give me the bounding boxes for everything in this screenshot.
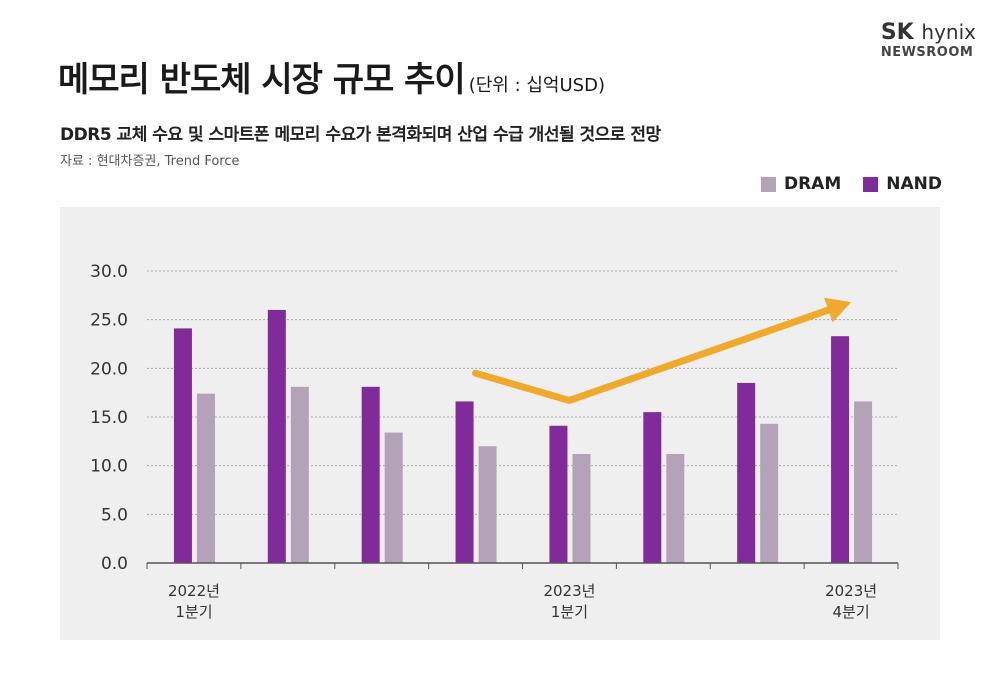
- bar-nand: [737, 382, 756, 563]
- y-tick-label: 15.0: [90, 408, 128, 428]
- legend-item-dram: DRAM: [760, 174, 842, 194]
- bar-dram: [854, 401, 873, 563]
- x-tick-label: 2022년: [168, 582, 220, 600]
- bar-nand: [173, 328, 192, 563]
- bar-dram: [196, 393, 215, 563]
- legend-item-nand: NAND: [863, 174, 942, 194]
- source-note: 자료 : 현대차증권, Trend Force: [60, 154, 240, 169]
- x-tick-label: 4분기: [832, 603, 869, 621]
- chart-legend: DRAM NAND: [760, 174, 942, 194]
- bar-dram: [384, 432, 403, 563]
- y-tick-label: 10.0: [90, 457, 128, 477]
- bar-nand: [831, 336, 850, 563]
- legend-label-nand: NAND: [886, 174, 942, 194]
- bar-dram: [760, 423, 779, 563]
- bar-dram: [666, 453, 685, 563]
- y-tick-label: 20.0: [90, 359, 128, 379]
- x-tick-label: 2023년: [825, 582, 877, 600]
- trend-arrow-line: [472, 304, 838, 404]
- x-tick-label: 1분기: [551, 603, 588, 621]
- logo-hynix: hynix: [921, 20, 976, 44]
- trend-arrow-head: [824, 297, 852, 323]
- y-tick-label: 0.0: [101, 554, 128, 574]
- logo-newsroom: NEWSROOM: [880, 45, 974, 60]
- unit-label: (단위 : 십억USD): [468, 75, 605, 96]
- y-tick-label: 5.0: [101, 505, 128, 525]
- bar-dram: [290, 386, 309, 563]
- y-tick-label: 30.0: [90, 262, 128, 282]
- legend-swatch-dram: [760, 176, 776, 192]
- x-tick-label: 2023년: [543, 582, 595, 600]
- page-title: 메모리 반도체 시장 규모 추이 (단위 : 십억USD): [58, 60, 605, 100]
- bar-nand: [549, 425, 568, 563]
- legend-label-dram: DRAM: [783, 174, 842, 194]
- bar-nand: [267, 309, 286, 563]
- bar-nand: [361, 386, 380, 563]
- bar-dram: [572, 453, 591, 563]
- chart-subtitle: DDR5 교체 수요 및 스마트폰 메모리 수요가 본격화되며 산업 수급 개선…: [60, 125, 661, 145]
- y-tick-label: 25.0: [90, 311, 128, 331]
- logo-sk: SK: [880, 20, 914, 45]
- sk-hynix-newsroom-logo: SK hynix NEWSROOM: [881, 20, 976, 60]
- x-tick-label: 1분기: [175, 603, 212, 621]
- legend-swatch-nand: [863, 176, 879, 192]
- bar-nand: [455, 401, 474, 563]
- bar-nand: [643, 412, 662, 563]
- bar-dram: [478, 446, 497, 563]
